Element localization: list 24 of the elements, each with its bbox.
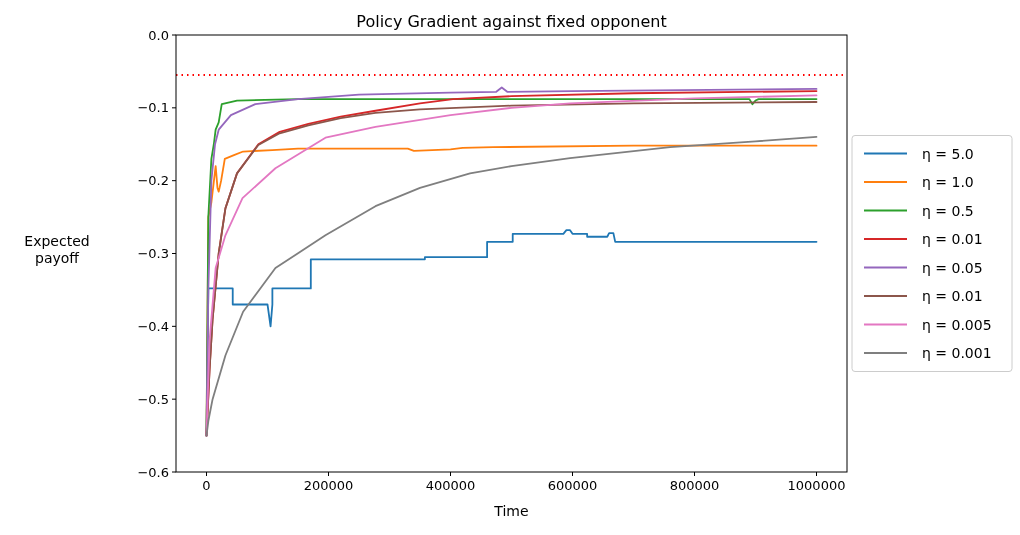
y-tick-label: 0.0	[148, 27, 169, 43]
x-tick-label: 1000000	[787, 478, 846, 493]
chart-title: Policy Gradient against fixed opponent	[356, 12, 667, 31]
legend-label: η = 5.0	[922, 145, 974, 162]
legend-label: η = 0.5	[922, 202, 974, 219]
legend-label: η = 0.01	[922, 288, 983, 304]
legend-label: η = 0.005	[922, 316, 992, 333]
x-tick-label: 0	[202, 478, 211, 493]
y-tick-label: −0.4	[137, 318, 169, 334]
legend-label: η = 0.01	[922, 231, 983, 247]
y-tick-label: −0.3	[137, 246, 169, 261]
legend-label: η = 0.001	[922, 345, 992, 361]
x-tick-label: 600000	[547, 478, 598, 493]
x-tick-label: 200000	[303, 478, 354, 493]
y-tick-label: −0.2	[137, 173, 169, 189]
legend-label: η = 1.0	[922, 174, 974, 190]
x-axis-title: Time	[493, 503, 529, 519]
x-tick-label: 800000	[669, 478, 720, 493]
y-tick-label: −0.6	[137, 464, 169, 480]
y-tick-label: −0.5	[137, 391, 169, 407]
legend-label: η = 0.05	[922, 259, 983, 276]
y-tick-label: −0.1	[137, 100, 169, 116]
y-axis-title: Expected payoff	[24, 232, 90, 266]
x-tick-label: 400000	[425, 478, 476, 493]
